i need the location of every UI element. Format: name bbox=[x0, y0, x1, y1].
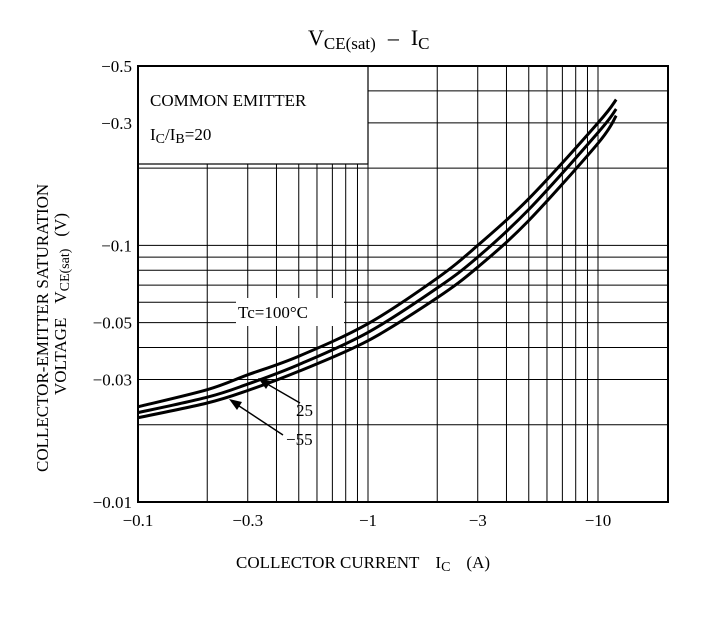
chart-title: VCE(sat) – IC bbox=[308, 25, 430, 53]
y-axis-label-line1: COLLECTOR-EMITTER SATURATION bbox=[33, 184, 52, 472]
x-tick-labels: −0.1 −0.3 −1 −3 −10 bbox=[123, 511, 612, 530]
series-line-1 bbox=[137, 108, 618, 415]
conditions-ic: I bbox=[150, 125, 156, 144]
x-axis-label-text: COLLECTOR CURRENT bbox=[236, 553, 420, 572]
y-axis-label-line2: VOLTAGE VCE(sat) (V) bbox=[51, 213, 73, 395]
series-label-arrows bbox=[229, 378, 301, 436]
x-tick-label: −3 bbox=[469, 511, 487, 530]
x-tick-label: −1 bbox=[359, 511, 377, 530]
y-axis-label-subscript: CE(sat) bbox=[58, 248, 73, 291]
y-tick-label: −0.5 bbox=[101, 57, 132, 76]
y-axis-label: COLLECTOR-EMITTER SATURATION VOLTAGE VCE(… bbox=[33, 184, 73, 472]
y-axis-label-symbol: V bbox=[51, 291, 70, 304]
series-line-2 bbox=[137, 114, 618, 420]
conditions-line2: IC/IB=20 bbox=[150, 125, 211, 147]
conditions-line1: COMMON EMITTER bbox=[150, 91, 307, 110]
y-axis-label-text: VOLTAGE bbox=[51, 318, 70, 395]
series-label-25: 25 bbox=[296, 401, 313, 420]
series-curves bbox=[137, 98, 618, 420]
x-axis-label-subscript: C bbox=[441, 560, 450, 575]
x-axis-label: COLLECTOR CURRENT IC (A) bbox=[236, 553, 490, 575]
series-label-minus55: −55 bbox=[286, 430, 313, 449]
conditions-ib-subscript: B bbox=[175, 132, 184, 147]
x-tick-label: −0.3 bbox=[232, 511, 263, 530]
conditions-ratio: =20 bbox=[185, 125, 212, 144]
title-ic: I bbox=[411, 25, 418, 50]
title-ic-subscript: C bbox=[418, 34, 429, 53]
y-tick-label: −0.05 bbox=[93, 314, 132, 333]
x-axis-label-symbol: I bbox=[435, 553, 441, 572]
series-label-100c: Tc=100°C bbox=[238, 303, 308, 322]
arrow-minus55-head bbox=[229, 399, 242, 410]
x-tick-label: −10 bbox=[585, 511, 612, 530]
series-line-0 bbox=[137, 98, 618, 409]
x-tick-label: −0.1 bbox=[123, 511, 154, 530]
y-axis-label-unit: (V) bbox=[51, 213, 70, 237]
title-separator: – bbox=[387, 25, 400, 50]
conditions-ic-subscript: C bbox=[156, 132, 165, 147]
conditions-ib: I bbox=[170, 125, 176, 144]
conditions-slash: / bbox=[165, 125, 170, 144]
title-subscript: CE(sat) bbox=[324, 34, 376, 53]
series-label-backdrop bbox=[236, 298, 344, 326]
y-tick-labels: −0.01 −0.03 −0.05 −0.1 −0.3 −0.5 bbox=[93, 57, 132, 512]
plot-frame bbox=[137, 65, 669, 503]
y-tick-label: −0.03 bbox=[93, 371, 132, 390]
y-tick-label: −0.1 bbox=[101, 236, 132, 255]
conditions-box bbox=[137, 65, 369, 165]
title-symbol: V bbox=[308, 25, 324, 50]
arrow-minus55 bbox=[232, 401, 284, 436]
arrow-25-head bbox=[258, 378, 271, 389]
y-tick-label: −0.01 bbox=[93, 493, 132, 512]
x-axis-label-unit: (A) bbox=[466, 553, 490, 572]
y-tick-label: −0.3 bbox=[101, 114, 132, 133]
